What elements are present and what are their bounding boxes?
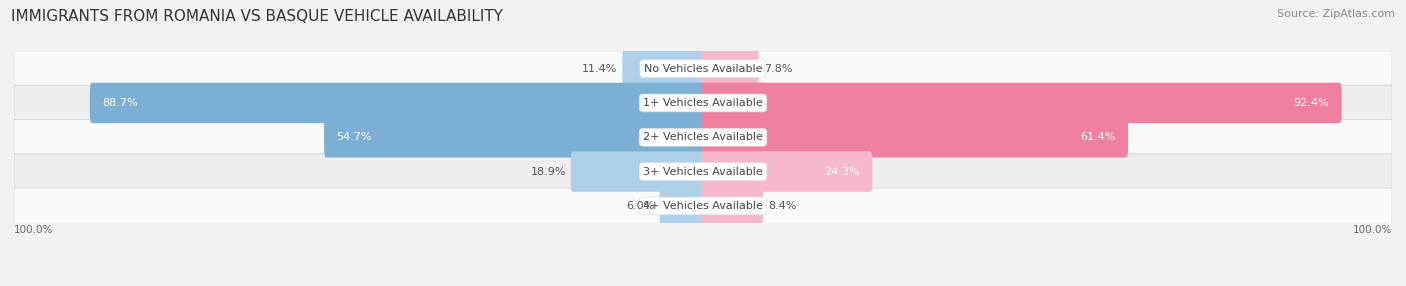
Text: 8.4%: 8.4% (768, 201, 796, 211)
FancyBboxPatch shape (571, 151, 704, 192)
Text: 11.4%: 11.4% (582, 64, 617, 74)
Text: 100.0%: 100.0% (14, 225, 53, 235)
FancyBboxPatch shape (14, 51, 1392, 86)
FancyBboxPatch shape (90, 83, 704, 123)
Text: IMMIGRANTS FROM ROMANIA VS BASQUE VEHICLE AVAILABILITY: IMMIGRANTS FROM ROMANIA VS BASQUE VEHICL… (11, 9, 503, 23)
FancyBboxPatch shape (702, 48, 759, 89)
FancyBboxPatch shape (702, 117, 1128, 158)
Text: No Vehicles Available: No Vehicles Available (644, 64, 762, 74)
FancyBboxPatch shape (323, 117, 704, 158)
Text: 100.0%: 100.0% (1353, 225, 1392, 235)
Text: 3+ Vehicles Available: 3+ Vehicles Available (643, 167, 763, 176)
FancyBboxPatch shape (702, 186, 763, 226)
FancyBboxPatch shape (14, 120, 1392, 155)
Text: 92.4%: 92.4% (1294, 98, 1329, 108)
FancyBboxPatch shape (14, 85, 1392, 121)
Text: 1+ Vehicles Available: 1+ Vehicles Available (643, 98, 763, 108)
Text: 88.7%: 88.7% (103, 98, 138, 108)
Text: Source: ZipAtlas.com: Source: ZipAtlas.com (1277, 9, 1395, 19)
FancyBboxPatch shape (659, 186, 704, 226)
Text: 24.3%: 24.3% (824, 167, 860, 176)
FancyBboxPatch shape (623, 48, 704, 89)
Text: 18.9%: 18.9% (530, 167, 565, 176)
Text: 7.8%: 7.8% (763, 64, 792, 74)
FancyBboxPatch shape (702, 83, 1341, 123)
FancyBboxPatch shape (14, 154, 1392, 189)
Text: 2+ Vehicles Available: 2+ Vehicles Available (643, 132, 763, 142)
FancyBboxPatch shape (702, 151, 873, 192)
FancyBboxPatch shape (14, 188, 1392, 224)
Text: 61.4%: 61.4% (1080, 132, 1116, 142)
Text: 54.7%: 54.7% (336, 132, 373, 142)
Text: 4+ Vehicles Available: 4+ Vehicles Available (643, 201, 763, 211)
Text: 6.0%: 6.0% (627, 201, 655, 211)
